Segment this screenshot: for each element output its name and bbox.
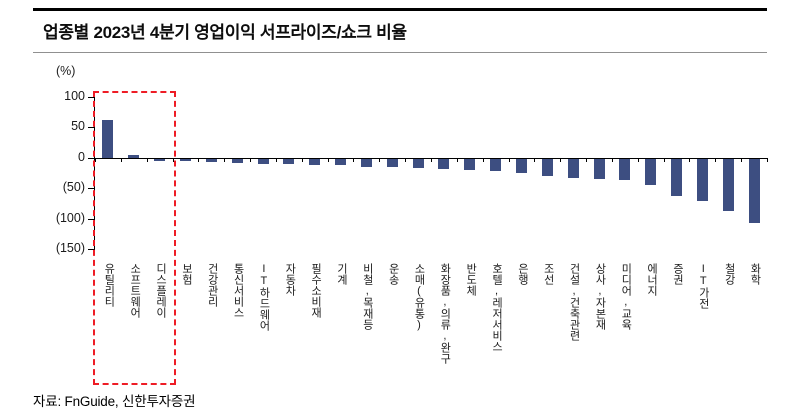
- y-tick-label: (50): [62, 180, 85, 195]
- y-axis-tick: [88, 127, 94, 129]
- chart-title: 업종별 2023년 4분기 영업이익 서프라이즈/쇼크 비율: [43, 23, 407, 42]
- bar: [386, 158, 398, 168]
- category-label: 화장품,의류,완구: [438, 263, 451, 364]
- category-label: 소프트웨어: [128, 263, 141, 318]
- category-axis-tick: [250, 157, 252, 162]
- bar: [722, 158, 734, 212]
- category-label: 호텔,레저서비스: [490, 263, 503, 352]
- category-axis-tick: [637, 157, 639, 162]
- category-axis-tick: [611, 157, 613, 162]
- category-axis-tick: [767, 157, 768, 162]
- bar: [490, 158, 502, 171]
- y-axis-tick: [88, 249, 94, 250]
- category-axis-tick: [327, 157, 329, 162]
- category-label: 철강: [723, 263, 736, 285]
- bar: [748, 158, 760, 224]
- category-axis-tick: [663, 157, 665, 162]
- category-label: 비철,목재등: [361, 263, 374, 330]
- category-label: IT가전: [697, 263, 710, 309]
- category-label: 건설,건축관련: [568, 263, 581, 341]
- category-label: 은행: [516, 263, 529, 285]
- category-axis-tick: [456, 157, 458, 162]
- bar: [102, 120, 114, 158]
- category-axis-tick: [146, 157, 148, 162]
- highlight-box: [93, 91, 176, 385]
- category-label: 기계: [335, 263, 348, 285]
- bar: [515, 158, 527, 173]
- category-axis-tick: [431, 157, 432, 162]
- y-tick-label: (100): [55, 210, 85, 225]
- chart-header: 업종별 2023년 4분기 영업이익 서프라이즈/쇼크 비율: [33, 8, 767, 53]
- bar: [464, 158, 476, 170]
- category-label: 통신서비스: [232, 263, 245, 318]
- bar: [179, 158, 191, 162]
- category-label: 자동차: [283, 263, 296, 296]
- category-axis-tick: [482, 157, 484, 162]
- y-tick-label: 0: [78, 149, 85, 164]
- bar: [205, 158, 217, 163]
- bar: [283, 158, 295, 165]
- bar-chart: 100 50 0 (50) (100) (150) 유틸리티 소프트웨어 디스플레이 보험 건강관리…: [56, 89, 768, 397]
- category-axis-tick: [741, 157, 743, 162]
- bar: [257, 158, 269, 164]
- bar: [360, 158, 372, 167]
- category-label: 유틸리티: [102, 263, 115, 307]
- y-tick-label: (150): [55, 241, 85, 255]
- y-tick-label: 50: [71, 119, 85, 134]
- y-axis-tick: [88, 157, 94, 159]
- bar: [154, 158, 166, 162]
- bar: [541, 158, 553, 176]
- y-axis-tick: [88, 97, 94, 98]
- category-axis-tick: [95, 157, 96, 162]
- bar: [696, 158, 708, 202]
- category-axis-tick: [353, 157, 355, 162]
- y-axis-tick: [88, 188, 94, 190]
- category-axis-tick: [198, 157, 200, 162]
- category-axis-tick: [534, 157, 536, 162]
- category-axis-tick: [120, 157, 122, 162]
- category-axis-tick: [275, 157, 277, 162]
- category-label: 소매(유통): [412, 263, 425, 331]
- bar: [309, 158, 321, 165]
- bar: [619, 158, 631, 181]
- category-label: 보험: [180, 263, 193, 285]
- category-label: 에너지: [645, 263, 658, 296]
- y-axis-tick: [88, 218, 94, 220]
- bar: [671, 158, 683, 197]
- category-label: 반도체: [464, 263, 477, 296]
- category-label: 조선: [542, 263, 555, 285]
- y-axis-unit-label: (%): [56, 64, 76, 78]
- category-label: 화학: [748, 263, 761, 285]
- bar: [593, 158, 605, 180]
- bar: [645, 158, 657, 185]
- category-label: 건강관리: [206, 263, 219, 307]
- category-axis-tick: [715, 157, 717, 162]
- category-label: 디스플레이: [154, 263, 167, 318]
- category-axis-tick: [560, 157, 562, 162]
- category-axis-tick: [301, 157, 303, 162]
- category-label: 필수소비재: [309, 263, 322, 318]
- y-tick-label: 100: [64, 89, 85, 103]
- category-axis-tick: [224, 157, 226, 162]
- category-label: 운송: [387, 263, 400, 285]
- bar: [128, 154, 140, 158]
- category-axis-tick: [172, 157, 174, 162]
- bar: [335, 158, 347, 166]
- category-label: 상사,자본재: [593, 263, 606, 330]
- category-axis-tick: [508, 157, 510, 162]
- category-axis-tick: [405, 157, 407, 162]
- category-axis-tick: [689, 157, 691, 162]
- bar: [231, 158, 243, 164]
- bar: [567, 158, 579, 179]
- bar: [412, 158, 424, 168]
- category-axis-tick: [586, 157, 588, 162]
- bar: [438, 158, 450, 170]
- category-label: IT하드웨어: [257, 263, 270, 331]
- category-label: 미디어,교육: [619, 263, 632, 330]
- source-note: 자료: FnGuide, 신한투자증권: [33, 394, 196, 409]
- category-label: 증권: [671, 263, 684, 285]
- category-axis-tick: [379, 157, 381, 162]
